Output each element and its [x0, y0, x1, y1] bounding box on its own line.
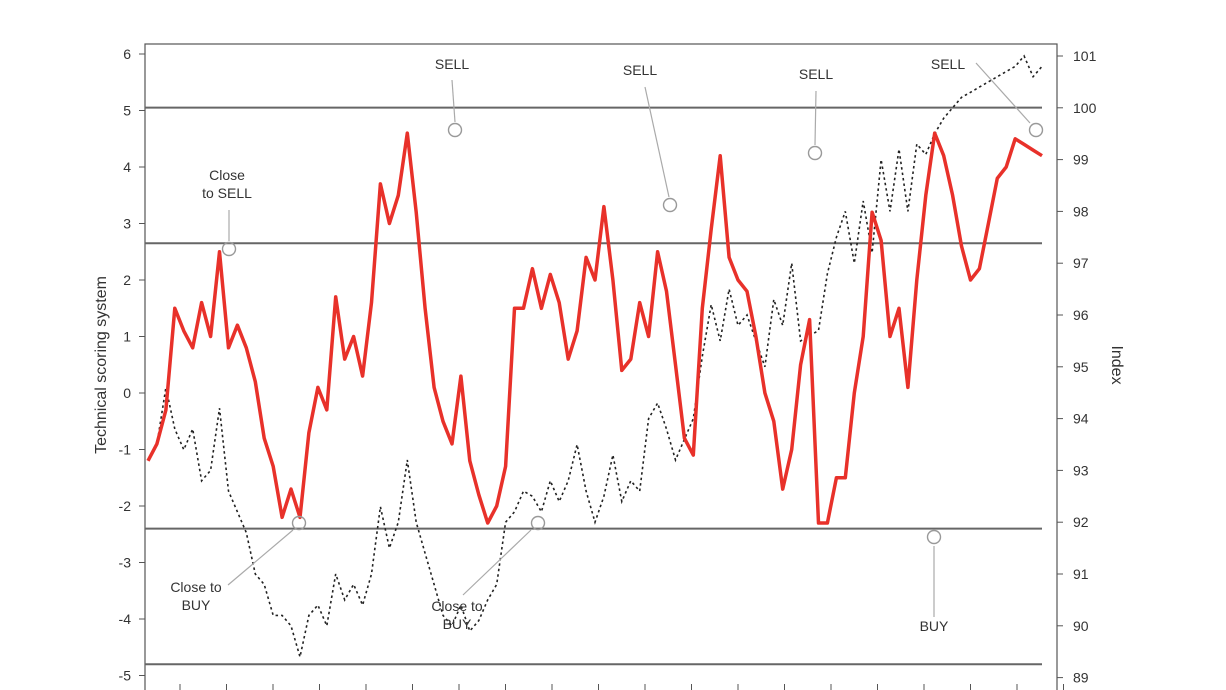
annotation-leader-line [451, 79, 456, 123]
annotation-label: to SELL [202, 185, 252, 201]
signal-marker-circle [447, 122, 463, 138]
y-right-tick-label: 92 [1073, 514, 1089, 530]
y-right-tick-label: 97 [1073, 255, 1089, 271]
score-series-line [146, 131, 1043, 525]
y-left-tick-label: -3 [119, 555, 132, 571]
annotations: Close to SELL SELL SELL SELL SELL Close to BUY C… [170, 56, 1044, 634]
annotation-label: Close [209, 167, 245, 183]
y-right-tick-label: 90 [1073, 618, 1089, 634]
y-right-tick-label: 98 [1073, 203, 1089, 219]
signal-marker-circle [221, 241, 237, 257]
y-axis-left-title: Technical scoring system [93, 276, 110, 454]
y-right-tick-label: 94 [1073, 411, 1089, 427]
series-lines [146, 54, 1043, 658]
y-right-tick-label: 95 [1073, 359, 1089, 375]
y-left-tick-label: 0 [123, 385, 131, 401]
y-left-tick-label: 5 [123, 103, 131, 119]
annotation-label: SELL [799, 66, 833, 82]
annotation-leader-line [975, 62, 1031, 124]
y-right-tick-label: 99 [1073, 152, 1089, 168]
y-right-tick-label: 93 [1073, 462, 1089, 478]
y-left-tick-label: 1 [123, 329, 131, 345]
index-series-line [147, 54, 1043, 658]
annotation-label: BUY [182, 597, 211, 613]
annotation-label: SELL [435, 56, 469, 72]
signal-marker-circle [662, 197, 678, 213]
axes: 6 5 4 3 2 1 0 -1 -2 -3 -4 -5 101 100 99 98 97 96 95 94 93 92 9… [119, 43, 1097, 690]
y-right-tick-label: 91 [1073, 566, 1089, 582]
y-left-tick-label: -2 [119, 498, 132, 514]
signal-marker-circle [530, 515, 546, 531]
signal-marker-circle [926, 529, 942, 545]
annotation-leader-line [462, 529, 532, 596]
y-left-tick-label: -5 [119, 668, 132, 684]
signal-marker-circle [291, 515, 307, 531]
y-left-tick-label: -4 [119, 611, 132, 627]
y-left-tick-label: 2 [123, 272, 131, 288]
signal-marker-circle [807, 145, 823, 161]
threshold-lines [145, 106, 1042, 666]
y-left-tick-label: 6 [123, 46, 131, 62]
y-left-tick-label: -1 [119, 442, 132, 458]
annotation-label: SELL [931, 56, 965, 72]
annotation-label: BUY [443, 616, 472, 632]
y-axis-right-title: Index [1108, 345, 1125, 384]
y-right-tick-label: 89 [1073, 670, 1089, 686]
y-right-tick-label: 100 [1073, 100, 1097, 116]
signal-marker-circle [1028, 122, 1044, 138]
y-right-tick-label: 101 [1073, 48, 1097, 64]
annotation-leader-line [814, 90, 817, 146]
annotation-label: Close to [170, 579, 222, 595]
annotation-label: SELL [623, 62, 657, 78]
annotation-leader-line [227, 529, 294, 586]
annotation-leader-line [644, 86, 670, 198]
annotation-label: Close to [431, 598, 483, 614]
y-left-tick-label: 4 [123, 159, 131, 175]
plot-frame [144, 43, 1058, 690]
y-left-tick-label: 3 [123, 216, 131, 232]
annotation-label: BUY [920, 618, 949, 634]
y-right-tick-label: 96 [1073, 307, 1089, 323]
